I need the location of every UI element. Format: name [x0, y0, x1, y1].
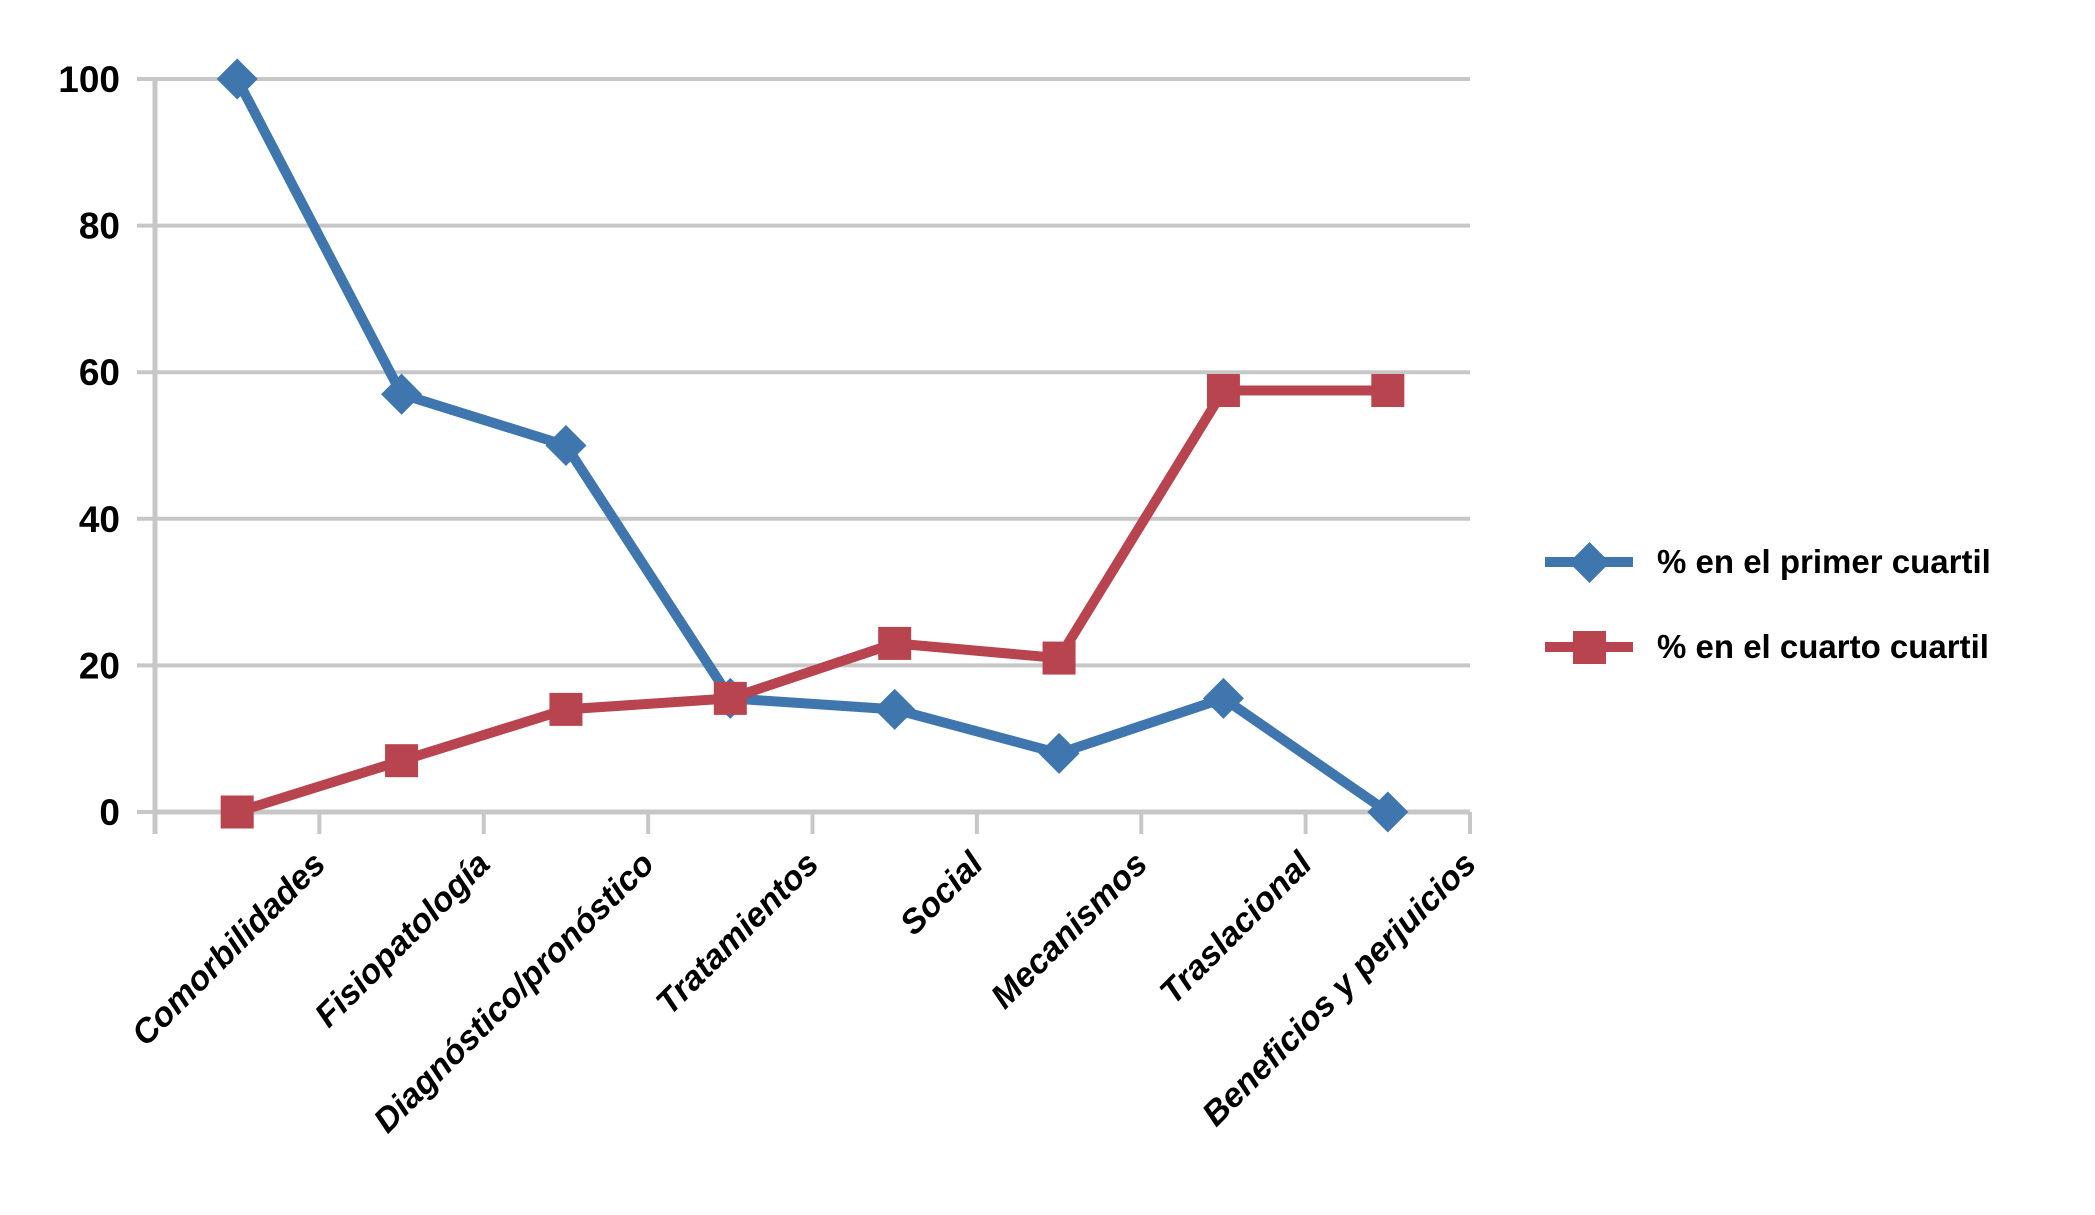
- data-point-diamond-0-1: [381, 373, 423, 415]
- legend-diamond-marker: [1545, 540, 1633, 584]
- data-point-square-1-6: [1206, 374, 1240, 408]
- y-axis-label-60: 60: [79, 352, 120, 393]
- x-axis-label-0: Comorbilidades: [124, 845, 333, 1054]
- data-point-square-1-1: [385, 744, 419, 778]
- data-point-square-1-7: [1371, 374, 1405, 408]
- y-axis-label-80: 80: [79, 206, 120, 247]
- series-line-0: [232, 76, 1391, 817]
- legend-item-primer-cuartil: % en el primer cuartil: [1545, 527, 1991, 597]
- y-axis-label-0: 0: [99, 792, 120, 833]
- diamond-icon: [1568, 541, 1611, 584]
- x-axis-label-4: Social: [893, 844, 992, 943]
- series-line-1: [235, 385, 1388, 817]
- data-point-square-1-4: [878, 626, 912, 660]
- x-axis-label-6: Traslacional: [1153, 844, 1321, 1012]
- data-point-square-1-2: [549, 692, 583, 726]
- legend-label-cuarto-cuartil: % en el cuarto cuartil: [1657, 628, 1989, 665]
- x-axis-label-5: Mecanismos: [984, 845, 1155, 1016]
- x-axis-label-1: Fisiopatología: [308, 845, 498, 1035]
- x-axis-label-7: Beneficios y perjuicios: [1195, 845, 1484, 1134]
- x-axis-label-3: Tratamientos: [649, 845, 826, 1022]
- data-point-diamond-0-0: [216, 58, 258, 100]
- data-point-diamond-0-4: [874, 688, 916, 730]
- y-axis-label-40: 40: [79, 499, 120, 540]
- data-point-square-1-3: [713, 681, 747, 715]
- legend-item-cuarto-cuartil: % en el cuarto cuartil: [1545, 612, 1989, 682]
- legend-square-marker: [1545, 625, 1633, 669]
- legend-label-primer-cuartil: % en el primer cuartil: [1657, 543, 1991, 580]
- data-point-diamond-0-5: [1038, 732, 1080, 774]
- square-icon: [1573, 631, 1606, 664]
- x-axis-label-2: Diagnóstico/pronóstico: [366, 845, 661, 1140]
- y-axis-label-20: 20: [79, 645, 120, 686]
- data-point-square-1-5: [1042, 641, 1076, 675]
- data-point-square-1-0: [220, 795, 254, 829]
- y-axis-label-100: 100: [58, 59, 120, 100]
